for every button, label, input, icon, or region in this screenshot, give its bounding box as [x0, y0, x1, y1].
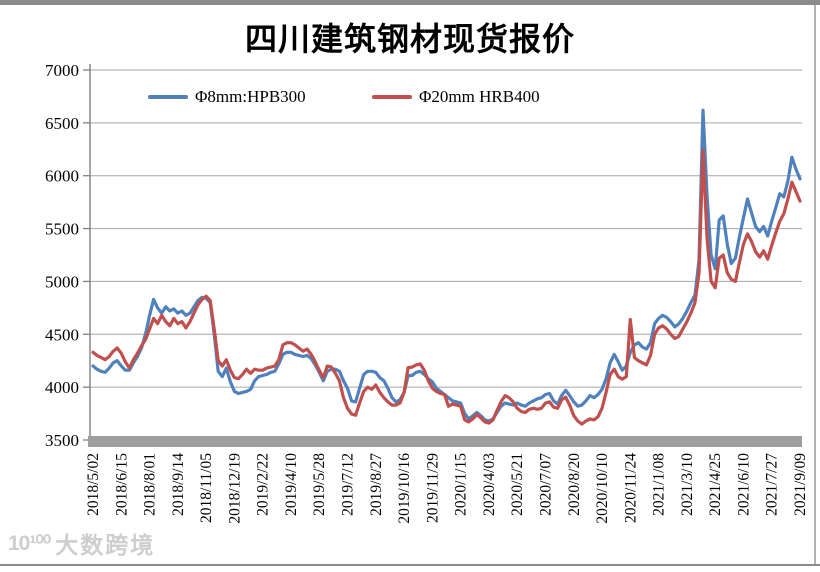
x-axis-label: 2018/5/02 — [85, 453, 102, 516]
legend-line-swatch-red — [372, 95, 412, 99]
series-line-hrb400 — [91, 148, 802, 426]
x-axis-label: 2020/11/24 — [622, 453, 639, 523]
y-axis-label: 4500 — [45, 325, 79, 344]
x-axis-label: 2019/8/27 — [368, 453, 385, 516]
x-axis-label: 2019/2/22 — [255, 453, 272, 516]
y-axis-label: 7000 — [45, 61, 79, 80]
x-axis-label: 2019/5/28 — [311, 453, 328, 516]
y-axis-label: 5000 — [45, 272, 79, 291]
x-axis-label: 2020/7/07 — [538, 453, 555, 516]
y-axis-label: 3500 — [45, 431, 79, 450]
series-line-hpb300 — [91, 108, 802, 423]
x-axis-label: 2020/10/10 — [594, 453, 611, 524]
x-axis-label: 2020/4/03 — [481, 453, 498, 516]
y-axis-label: 6000 — [45, 167, 79, 186]
watermark: 10¹⁰⁰ 大数跨境 — [8, 526, 155, 560]
x-axis-label: 2018/12/19 — [226, 453, 243, 524]
x-axis-label: 2019/11/29 — [424, 453, 441, 523]
x-axis-label: 2020/8/20 — [566, 453, 583, 516]
x-axis-label: 2018/9/14 — [170, 453, 187, 516]
top-border-bar — [0, 0, 820, 5]
baseline-bar — [88, 436, 802, 447]
bottom-border-bar — [0, 564, 820, 566]
legend-label-hrb400: Φ20mm HRB400 — [419, 87, 540, 106]
x-axis-label: 2020/1/15 — [453, 453, 470, 516]
x-axis-label: 2018/8/01 — [142, 453, 159, 516]
x-axis-label: 2021/4/25 — [707, 453, 724, 516]
right-border-bar — [814, 5, 816, 564]
watermark-logo-icon: 10¹⁰⁰ — [8, 531, 51, 555]
y-axis-label: 5500 — [45, 220, 79, 239]
watermark-text: 大数跨境 — [55, 532, 156, 558]
x-axis-label: 2021/3/10 — [679, 453, 696, 516]
chart-title: 四川建筑钢材现货报价 — [244, 21, 575, 57]
y-axis-label: 6500 — [45, 114, 79, 133]
legend-label-hpb300: Φ8mm:HPB300 — [195, 87, 306, 106]
y-axis-label: 4000 — [45, 378, 79, 397]
x-axis-label: 2021/7/27 — [764, 453, 781, 516]
x-axis-label: 2018/11/05 — [198, 453, 215, 523]
x-axis-label: 2020/5/21 — [509, 453, 526, 516]
x-axis-label: 2019/4/10 — [283, 453, 300, 516]
x-axis-label: 2021/9/09 — [792, 453, 809, 516]
x-axis-label: 2019/7/12 — [340, 453, 357, 516]
x-axis-label: 2021/1/08 — [651, 453, 668, 516]
legend-line-swatch-blue — [148, 95, 188, 99]
legend-item-hpb300: Φ8mm:HPB300 — [148, 87, 306, 107]
x-axis-label: 2021/6/10 — [735, 453, 752, 516]
x-axis-label: 2018/6/15 — [113, 453, 130, 516]
legend-item-hrb400: Φ20mm HRB400 — [372, 87, 540, 107]
x-axis-label: 2019/10/16 — [396, 453, 413, 524]
